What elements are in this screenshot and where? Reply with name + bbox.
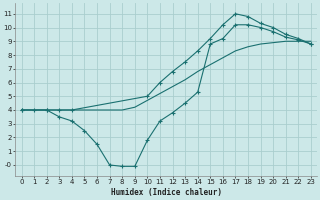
X-axis label: Humidex (Indice chaleur): Humidex (Indice chaleur) xyxy=(111,188,222,197)
